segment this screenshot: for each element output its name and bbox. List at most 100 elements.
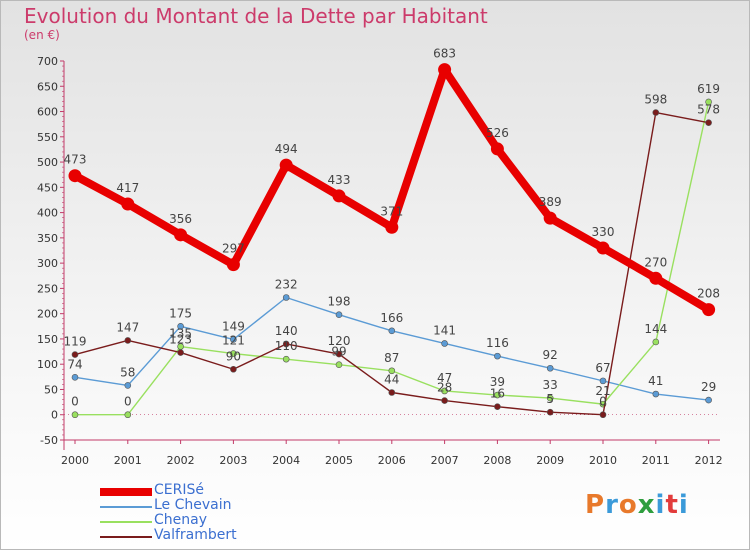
y-tick-label: 100 — [37, 358, 58, 371]
data-point — [543, 211, 557, 225]
data-label: 0 — [599, 395, 607, 409]
data-point — [177, 322, 184, 330]
data-label: 147 — [116, 320, 139, 334]
data-label: 92 — [543, 348, 558, 362]
chart-title: Evolution du Montant de la Dette par Hab… — [24, 4, 488, 28]
data-point — [177, 349, 184, 356]
data-point — [230, 365, 237, 373]
legend-swatch — [100, 506, 152, 508]
data-label: 116 — [486, 336, 509, 350]
x-tick-label: 2009 — [536, 454, 564, 467]
data-label: 149 — [222, 319, 245, 333]
data-point — [279, 158, 293, 172]
x-tick-label: 2002 — [167, 454, 195, 467]
data-label: 21 — [595, 384, 610, 398]
data-label: 389 — [539, 195, 562, 209]
data-label: 87 — [384, 351, 399, 365]
data-label: 47 — [437, 371, 452, 385]
chart-subtitle: (en €) — [24, 28, 60, 42]
line-chart: -500501001502002503003504004505005506006… — [37, 47, 723, 467]
data-label: 330 — [592, 225, 615, 239]
data-label: 494 — [275, 142, 298, 156]
brand-letter: P — [585, 490, 606, 520]
data-point — [596, 241, 610, 255]
data-label: 371 — [380, 204, 403, 218]
data-label: 121 — [222, 334, 245, 348]
data-label: 16 — [490, 387, 505, 401]
data-label: 110 — [275, 339, 298, 353]
legend-label: CERISé — [154, 482, 204, 498]
data-point — [282, 355, 290, 363]
data-label: 74 — [67, 357, 82, 371]
data-point — [546, 394, 554, 402]
data-point — [226, 258, 240, 272]
y-tick-label: 700 — [37, 55, 58, 68]
y-tick-label: 650 — [37, 80, 58, 93]
data-label: 208 — [697, 287, 720, 301]
data-label: 99 — [331, 345, 346, 359]
data-point — [68, 169, 82, 183]
x-tick-label: 2005 — [325, 454, 353, 467]
data-label: 0 — [124, 395, 132, 409]
data-point — [71, 351, 79, 358]
legend-swatch — [100, 488, 152, 496]
x-tick-label: 2001 — [114, 454, 142, 467]
data-point — [174, 228, 188, 242]
data-point — [649, 271, 663, 285]
data-point — [490, 142, 504, 156]
data-label: 120 — [328, 334, 351, 348]
x-tick-label: 2011 — [642, 454, 670, 467]
data-label: 135 — [169, 327, 192, 341]
data-label: 90 — [226, 349, 241, 363]
data-label: 28 — [437, 381, 452, 395]
series-layer — [68, 63, 716, 419]
brand-letter: i — [655, 490, 666, 520]
data-label: 141 — [433, 323, 456, 337]
data-label: 166 — [380, 311, 403, 325]
data-point — [705, 396, 712, 404]
data-point — [494, 352, 501, 360]
data-label: 473 — [64, 153, 87, 167]
series-line-CERISé — [73, 65, 711, 314]
brand-letter: i — [678, 490, 689, 520]
data-point — [121, 197, 135, 211]
x-tick-label: 2007 — [431, 454, 459, 467]
data-point — [494, 403, 501, 410]
data-label: 5 — [546, 392, 554, 406]
y-tick-label: 350 — [37, 232, 58, 245]
data-point — [599, 377, 607, 385]
data-point — [546, 364, 554, 372]
x-tick-label: 2000 — [61, 454, 89, 467]
data-point — [705, 98, 712, 106]
y-tick-label: 300 — [37, 257, 58, 270]
data-label: 232 — [275, 277, 298, 291]
data-label: 417 — [116, 181, 139, 195]
data-point — [335, 361, 343, 369]
data-point — [441, 397, 448, 404]
data-label: 58 — [120, 365, 135, 379]
data-point — [124, 382, 132, 389]
data-label: 198 — [328, 295, 351, 309]
brand-letter: r — [605, 490, 619, 520]
y-tick-label: 500 — [37, 156, 58, 169]
brand-letter: o — [618, 490, 638, 520]
legend-swatch — [100, 521, 152, 523]
data-point — [546, 408, 554, 416]
data-label: 123 — [169, 333, 192, 347]
data-point — [335, 311, 343, 318]
brand-letter: t — [665, 490, 679, 520]
x-tick-label: 2008 — [483, 454, 511, 467]
y-tick-label: 450 — [37, 181, 58, 194]
y-tick-label: 50 — [44, 383, 58, 396]
data-label: 0 — [71, 395, 79, 409]
legend-label: Chenay — [154, 512, 207, 528]
data-label: 67 — [595, 361, 610, 375]
legend-label: Valframbert — [154, 527, 237, 543]
data-point — [230, 336, 237, 343]
data-label: 270 — [644, 255, 667, 269]
data-label: 598 — [644, 93, 667, 107]
data-point — [71, 411, 79, 419]
data-label: 619 — [697, 82, 720, 96]
data-point — [71, 374, 79, 381]
